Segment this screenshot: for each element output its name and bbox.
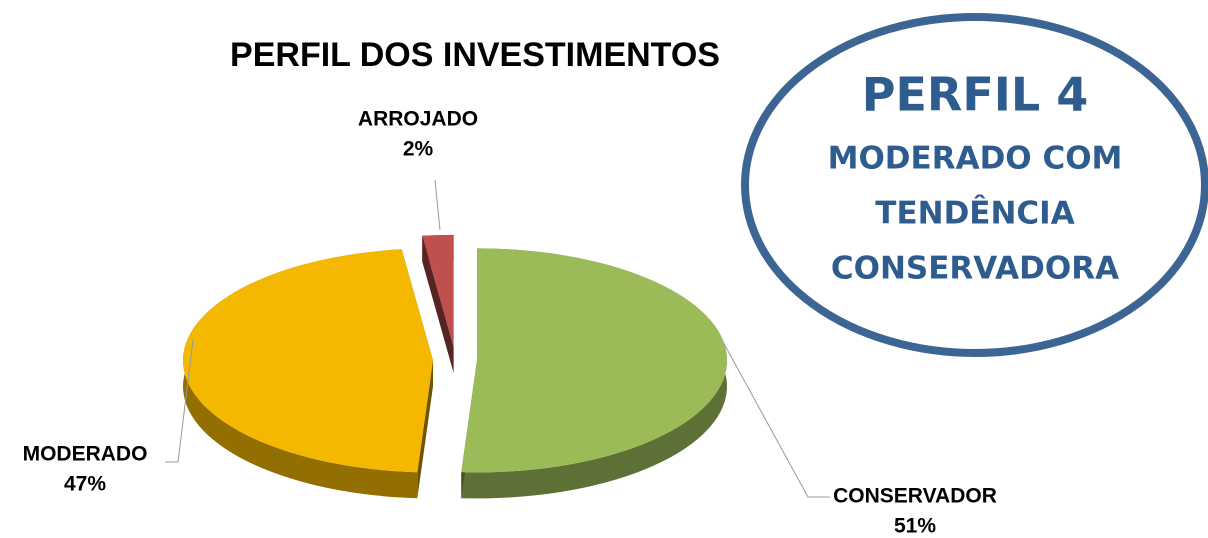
- value-label: 47%: [64, 473, 106, 496]
- value-label: 2%: [403, 138, 434, 161]
- badge-line: CONSERVADORA: [831, 251, 1119, 287]
- chart-title: PERFIL DOS INVESTIMENTOS: [230, 36, 720, 74]
- category-label: CONSERVADOR: [833, 485, 997, 508]
- slice-wall: [422, 235, 454, 373]
- leader-line: [434, 179, 441, 231]
- slice: [422, 234, 454, 347]
- category-label: ARROJADO: [358, 108, 478, 131]
- badge-line: MODERADO COM: [828, 141, 1123, 177]
- profile-badge: [741, 13, 1208, 357]
- slice: [183, 249, 434, 473]
- slice: [461, 248, 727, 473]
- category-label: MODERADO: [23, 443, 148, 466]
- value-label: 51%: [894, 515, 936, 538]
- pie: [183, 234, 727, 499]
- leader-line: [165, 339, 194, 463]
- badge-line: TENDÊNCIA: [875, 196, 1074, 232]
- slice-wall: [417, 360, 434, 499]
- leader-line: [721, 339, 830, 498]
- badge-heading: PERFIL 4: [862, 68, 1088, 122]
